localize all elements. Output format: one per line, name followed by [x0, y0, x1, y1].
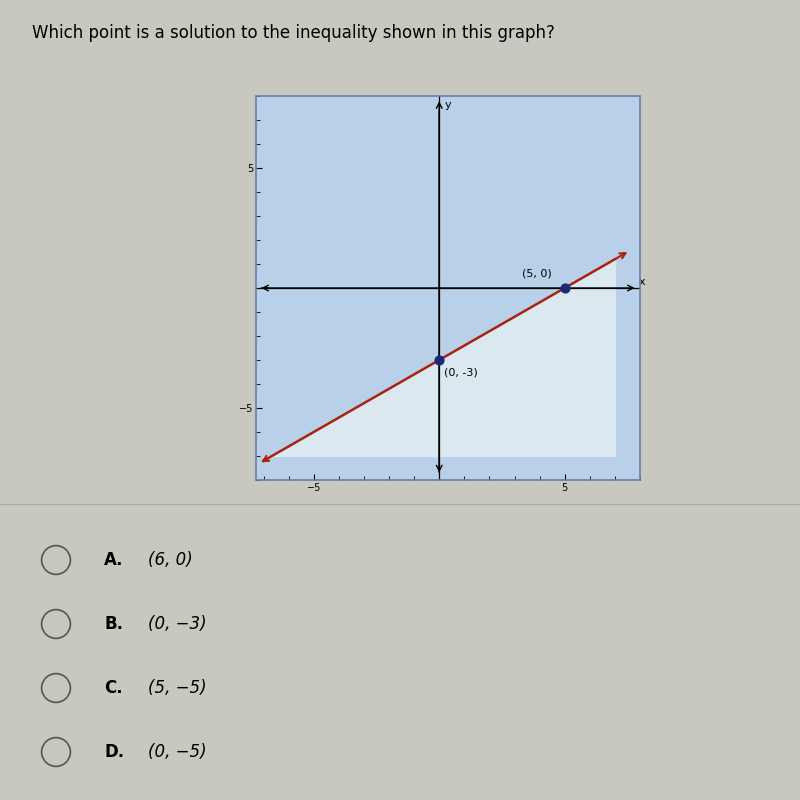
- Text: (5, 0): (5, 0): [522, 268, 552, 278]
- Text: D.: D.: [104, 743, 124, 761]
- Text: Which point is a solution to the inequality shown in this graph?: Which point is a solution to the inequal…: [32, 24, 555, 42]
- Text: A.: A.: [104, 551, 123, 569]
- Text: (0, −5): (0, −5): [148, 743, 206, 761]
- Text: (0, −3): (0, −3): [148, 615, 206, 633]
- Text: C.: C.: [104, 679, 122, 697]
- Text: (0, -3): (0, -3): [444, 367, 478, 378]
- Text: B.: B.: [104, 615, 123, 633]
- Text: (5, −5): (5, −5): [148, 679, 206, 697]
- Text: x: x: [638, 277, 646, 287]
- Point: [558, 282, 571, 294]
- Text: (6, 0): (6, 0): [148, 551, 193, 569]
- Point: [433, 354, 446, 366]
- Text: y: y: [444, 100, 451, 110]
